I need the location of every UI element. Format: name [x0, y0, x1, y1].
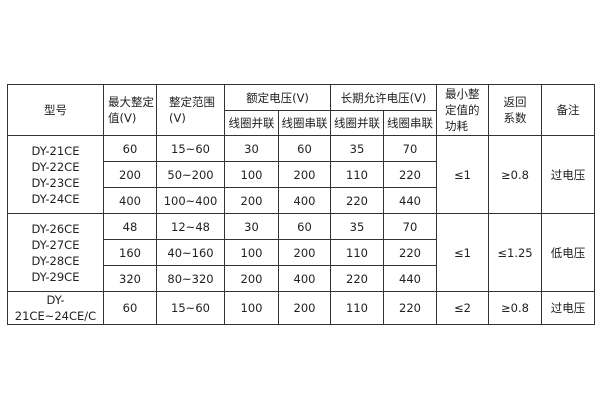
table-row: DY-26CE DY-27CE DY-28CE DY-29CE 48 12~48 30 60 3…	[7, 213, 595, 292]
power-cell: ≤1	[436, 213, 489, 292]
value-cell: 220	[330, 265, 384, 292]
header-long-series: 线圈串联	[383, 110, 437, 136]
model-name: DY-23CE	[31, 175, 80, 190]
value-cell: 400	[278, 265, 331, 292]
value-cell: 440	[383, 187, 437, 214]
model-name: DY-27CE	[31, 237, 80, 252]
value-cell: 15~60	[156, 291, 225, 325]
model-name: DY-21CE	[31, 143, 80, 158]
value-cell: 70	[383, 213, 437, 240]
value-cell: 320	[103, 265, 157, 292]
value-cell: 220	[383, 291, 437, 325]
header-long-parallel: 线圈并联	[330, 110, 384, 136]
header-rated-series: 线圈串联	[278, 110, 331, 136]
table-row: 400 100~400 200 400 220 440	[8, 187, 595, 214]
table-row: DY-21CE DY-22CE DY-23CE DY-24CE 60 15~60 30 60 3…	[7, 135, 595, 214]
return-cell: ≤1.25	[488, 213, 542, 292]
header-model: 型号	[7, 84, 104, 136]
header-rated-parallel: 线圈并联	[224, 110, 279, 136]
power-cell: ≤2	[436, 291, 489, 325]
value-cell: 200	[224, 265, 279, 292]
value-cell: 200	[278, 239, 331, 266]
value-cell: 60	[278, 135, 331, 162]
value-cell: 110	[330, 291, 384, 325]
return-cell: ≥0.8	[488, 291, 542, 325]
value-cell: 35	[330, 135, 384, 162]
spec-table: 型号 最大整定值(V) 整定范围(V) 额定电压(V) 长期允许电压(V) 最小…	[7, 84, 595, 325]
model-name: DY-21CE~24CE/C	[14, 293, 97, 323]
value-cell: 100~400	[156, 187, 225, 214]
note-cell: 低电压	[541, 213, 595, 292]
value-cell: 220	[383, 239, 437, 266]
model-name: DY-29CE	[31, 269, 80, 284]
header-power: 最小整定值的功耗	[436, 84, 489, 136]
header-rated: 额定电压(V)	[224, 84, 331, 111]
value-cell: 60	[278, 213, 331, 240]
value-cell: 48	[103, 213, 157, 240]
value-cell: 200	[103, 161, 157, 188]
value-cell: 100	[224, 239, 279, 266]
model-cell: DY-21CE DY-22CE DY-23CE DY-24CE	[7, 135, 104, 214]
value-cell: 200	[278, 161, 331, 188]
value-cell: 110	[330, 161, 384, 188]
value-cell: 12~48	[156, 213, 225, 240]
value-cell: 60	[103, 135, 157, 162]
value-cell: 440	[383, 265, 437, 292]
value-cell: 30	[224, 213, 279, 240]
value-cell: 100	[224, 291, 279, 325]
value-cell: 200	[224, 187, 279, 214]
value-cell: 200	[278, 291, 331, 325]
return-cell: ≥0.8	[488, 135, 542, 214]
value-cell: 400	[278, 187, 331, 214]
note-cell: 过电压	[541, 291, 595, 325]
value-cell: 400	[103, 187, 157, 214]
value-cell: 40~160	[156, 239, 225, 266]
table-row: 320 80~320 200 400 220 440	[8, 265, 595, 292]
value-cell: 70	[383, 135, 437, 162]
header-note: 备注	[541, 84, 595, 136]
table-row: 160 40~160 100 200 110 220	[8, 239, 595, 266]
model-name: DY-22CE	[31, 159, 80, 174]
header-max: 最大整定值(V)	[103, 84, 157, 136]
model-cell: DY-26CE DY-27CE DY-28CE DY-29CE	[7, 213, 104, 292]
value-cell: 60	[103, 291, 157, 325]
value-cell: 100	[224, 161, 279, 188]
table-row: DY-21CE~24CE/C 60 15~60 100 200 110 220 ≤2 ≥0.8 过…	[7, 291, 595, 325]
model-cell: DY-21CE~24CE/C	[7, 291, 104, 325]
value-cell: 35	[330, 213, 384, 240]
value-cell: 80~320	[156, 265, 225, 292]
value-cell: 110	[330, 239, 384, 266]
power-cell: ≤1	[436, 135, 489, 214]
note-cell: 过电压	[541, 135, 595, 214]
value-cell: 30	[224, 135, 279, 162]
header-range: 整定范围(V)	[156, 84, 225, 136]
value-cell: 15~60	[156, 135, 225, 162]
table-row: 200 50~200 100 200 110 220	[8, 161, 595, 188]
model-name: DY-26CE	[31, 221, 80, 236]
value-cell: 220	[330, 187, 384, 214]
value-cell: 50~200	[156, 161, 225, 188]
header-longterm: 长期允许电压(V)	[330, 84, 437, 111]
model-name: DY-28CE	[31, 253, 80, 268]
value-cell: 160	[103, 239, 157, 266]
header-return: 返回系数	[488, 84, 542, 136]
model-name: DY-24CE	[31, 191, 80, 206]
value-cell: 220	[383, 161, 437, 188]
